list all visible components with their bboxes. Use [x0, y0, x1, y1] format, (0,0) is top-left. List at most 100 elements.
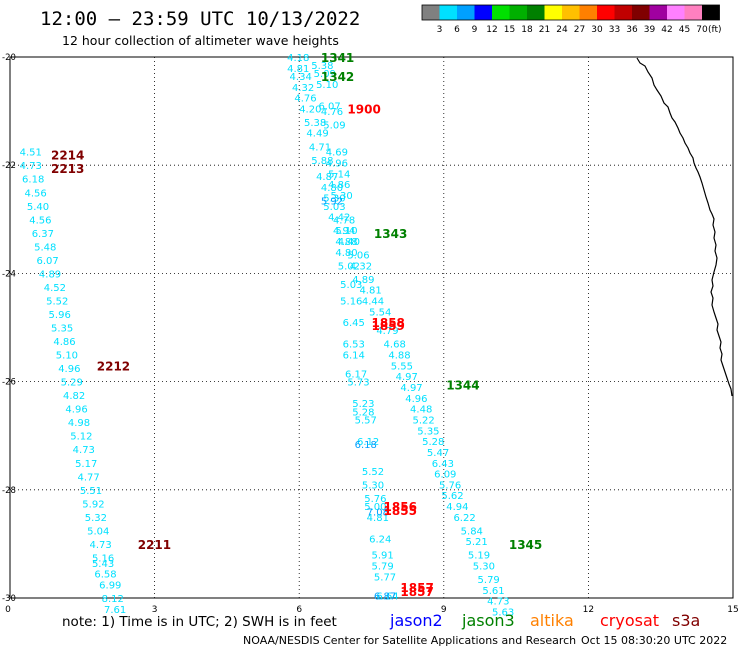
wave-height-value: 5.03 [340, 280, 362, 291]
wave-height-value: 5.91 [372, 551, 394, 562]
footer-timestamp: Oct 15 08:30:20 UTC 2022 [581, 634, 727, 647]
legend-swatch [544, 5, 562, 20]
wave-height-value: 6.43 [432, 459, 454, 470]
wave-height-value: 5.84 [461, 526, 483, 537]
pass-time-label: 1344 [446, 378, 479, 392]
pass-time-label: 1343 [374, 227, 407, 241]
wave-height-value: 4.78 [333, 215, 355, 226]
wave-height-value: 4.73 [73, 445, 95, 456]
legend-swatch [579, 5, 597, 20]
pass-time-label: 1341 [321, 51, 354, 65]
wave-height-value: 4.32 [350, 261, 372, 272]
wave-height-value: 5.96 [49, 310, 71, 321]
wave-height-value: 4.56 [24, 188, 46, 199]
wave-height-value: 4.82 [63, 391, 85, 402]
wave-height-value: 5.73 [347, 378, 369, 389]
legend-tick-label: 42 [661, 25, 672, 35]
legend-swatch [457, 5, 475, 20]
wave-height-value: 5.30 [473, 562, 495, 573]
wave-height-value: 4.76 [321, 107, 343, 118]
wave-height-value: 5.52 [362, 467, 384, 478]
legend-tick-label: 33 [609, 25, 620, 35]
wave-height-value: 4.68 [384, 340, 406, 351]
legend-tick-label: 45 [679, 25, 690, 35]
pass-time-label: 1855 [384, 504, 417, 518]
footer-credit: NOAA/NESDIS Center for Satellite Applica… [243, 634, 576, 647]
wave-height-value: 5.35 [417, 426, 439, 437]
chart-title: 12:00 — 23:59 UTC 10/13/2022 [40, 8, 360, 30]
wave-height-value: 5.43 [92, 559, 114, 570]
y-tick-label: -20 [2, 53, 16, 63]
legend-tick-label: 36 [626, 25, 638, 35]
wave-height-value: 5.29 [61, 378, 83, 389]
wave-height-value: 5.32 [85, 513, 107, 524]
legend-swatch [632, 5, 650, 20]
wave-height-value: 4.73 [90, 540, 112, 551]
legend-tick-label: 6 [454, 25, 460, 35]
wave-height-value: 4.96 [405, 394, 427, 405]
x-tick-label: 0 [5, 605, 11, 615]
pass-time-label: 1858 [372, 316, 405, 330]
wave-height-value: 6.87 [374, 591, 396, 602]
legend-frame [421, 4, 720, 21]
wave-height-value: 5.76 [439, 480, 461, 491]
wave-height-value: 4.73 [487, 597, 509, 608]
wave-height-value: 4.51 [20, 148, 42, 159]
wave-height-value: 7.08 [367, 507, 389, 518]
legend-swatch [614, 5, 632, 20]
wave-height-value: 4.40 [338, 237, 360, 248]
pass-time-label: 2213 [51, 162, 84, 176]
wave-height-value: 4.20 [299, 104, 321, 115]
wave-height-value: 4.94 [333, 226, 355, 237]
color-legend: 3 6 9 12 15 18 21 24 27 30 33 36 39 42 45 70 (ft) [421, 4, 722, 35]
wave-height-value: 4.77 [77, 472, 99, 483]
wave-height-value: 5.40 [27, 202, 49, 213]
wave-height-value: 5.28 [422, 437, 444, 448]
wave-height-value: 5.10 [56, 351, 78, 362]
wave-height-value: 4.34 [290, 72, 312, 83]
wave-height-value: 4.97 [396, 372, 418, 383]
y-tick-label: -30 [2, 594, 16, 604]
pass-time-label: 1900 [347, 102, 380, 116]
wave-height-value: 5.12 [70, 432, 92, 443]
legend-swatch [562, 5, 580, 20]
wave-height-value: 4.96 [326, 158, 348, 169]
legend-swatch [439, 5, 457, 20]
wave-height-value: 5.30 [331, 191, 353, 202]
wave-height-value: 4.98 [68, 418, 90, 429]
wave-height-value: 5.04 [87, 526, 109, 537]
wave-height-value: 4.32 [292, 83, 314, 94]
legend-tick-label: 3 [437, 25, 443, 35]
satellite-legend: jason2 jason3 altika cryosat s3a [389, 611, 700, 630]
grid-lines [10, 57, 733, 598]
pass-time-label: 1342 [321, 70, 354, 84]
wave-height-value: 4.18 [287, 53, 309, 64]
wave-height-value: 5.61 [482, 586, 504, 597]
y-tick-label: -26 [2, 378, 16, 388]
wave-height-value: 5.54 [369, 307, 391, 318]
legend-swatch [597, 5, 615, 20]
legend-tick-label: 9 [472, 25, 478, 35]
wave-height-value: 5.23 [352, 399, 374, 410]
satellite-legend-s3a: s3a [672, 611, 700, 630]
wave-height-value: 6.07 [37, 256, 59, 267]
wave-height-value: 5.30 [362, 480, 384, 491]
wave-height-value: 4.42 [328, 213, 350, 224]
wave-height-value: 6.53 [343, 340, 365, 351]
wave-height-value: 5.51 [80, 486, 102, 497]
pass-time-label: 1857 [400, 585, 433, 599]
wave-height-value: 6.45 [343, 318, 365, 329]
wave-height-value: 4.86 [53, 337, 75, 348]
x-tick-label: 3 [152, 605, 158, 615]
wave-height-value: 5.16 [92, 553, 114, 564]
legend-swatch [509, 5, 527, 20]
y-tick-label: -24 [2, 269, 16, 279]
wave-height-value: 4.80 [335, 248, 357, 259]
wave-height-value: 4.88 [388, 351, 410, 362]
wave-height-value: 5.55 [391, 361, 413, 372]
pass-time-label: 2212 [97, 359, 130, 373]
pass-time-label: 1859 [372, 319, 405, 333]
wave-height-value: 4.88 [335, 237, 357, 248]
data-marks: 4.51 4.73 6.18 4.56 5.40 4.56 6.37 5.48 6.07 4.89… [20, 51, 543, 619]
